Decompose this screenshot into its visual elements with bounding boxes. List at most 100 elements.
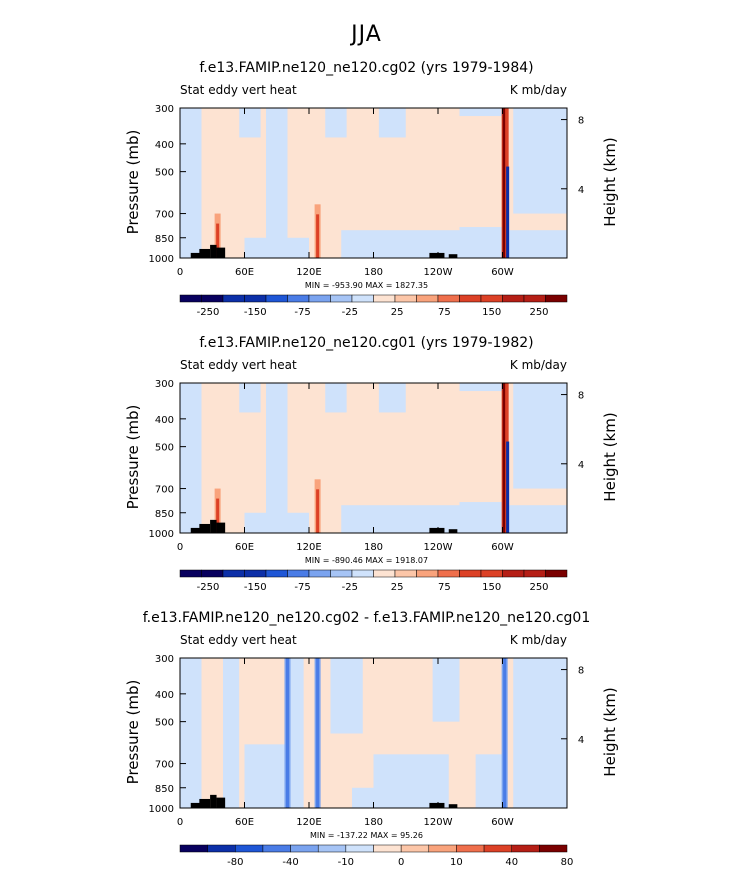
land-mask <box>210 794 217 808</box>
colorbar-swatch <box>416 294 439 303</box>
colorbar-swatch <box>308 569 331 578</box>
colorbar-swatch <box>456 844 485 853</box>
x-tick-label: 0 <box>177 267 183 278</box>
negative-region <box>244 744 288 808</box>
pressure-axis-label: Pressure (mb) <box>124 404 142 510</box>
x-tick-label: 60W <box>491 817 514 828</box>
height-axis-label: Height (km) <box>601 137 619 227</box>
land-mask <box>448 254 458 258</box>
negative-region <box>180 108 204 258</box>
y-tick-label: 700 <box>155 210 174 221</box>
colorbar-swatch <box>400 844 430 853</box>
negative-region <box>352 787 395 808</box>
dipole-positive-core <box>502 108 506 258</box>
colorbar-swatch <box>502 294 525 303</box>
land-mask <box>448 529 458 533</box>
y-tick-label: 400 <box>155 415 174 426</box>
negative-region <box>513 658 567 808</box>
variable-label: Stat eddy vert heat <box>180 633 297 647</box>
dipole-negative <box>506 166 510 258</box>
colorbar: -80 -40 -10 0 10 40 80 <box>179 844 573 868</box>
colorbar-label: -10 <box>338 857 354 868</box>
height-tick-label: 4 <box>578 735 584 746</box>
colorbar-swatch <box>459 569 482 578</box>
colorbar-label: 150 <box>482 307 501 318</box>
y-tick-label: 400 <box>155 690 174 701</box>
colorbar-swatch <box>523 294 546 303</box>
colorbar-label: 25 <box>391 582 404 593</box>
units-label: K mb/day <box>509 83 567 97</box>
field <box>180 658 567 808</box>
colorbar-swatch <box>201 569 224 578</box>
land-mask <box>429 802 445 808</box>
colorbar-label: 80 <box>561 857 574 868</box>
colorbar-swatch <box>511 844 540 853</box>
negative-region <box>239 383 261 413</box>
negative-region <box>325 383 347 413</box>
colorbar-label: -75 <box>294 582 310 593</box>
dipole-positive-core <box>502 383 506 533</box>
y-tick-label: 1000 <box>149 529 174 540</box>
y-tick-label: 1000 <box>149 804 174 815</box>
colorbar-swatch <box>480 569 503 578</box>
y-tick-label: 850 <box>155 784 174 795</box>
variable-label: Stat eddy vert heat <box>180 83 297 97</box>
field <box>180 108 567 258</box>
colorbar-swatch <box>345 844 374 853</box>
positive-feature-core <box>316 489 320 533</box>
x-tick-label: 180 <box>364 542 383 553</box>
negative-region <box>239 108 261 138</box>
x-tick-label: 0 <box>177 542 183 553</box>
height-tick-label: 4 <box>578 185 584 196</box>
x-tick-label: 60E <box>235 542 254 553</box>
land-mask <box>210 519 217 533</box>
dipole-negative <box>506 441 510 533</box>
y-tick-label: 850 <box>155 234 174 245</box>
colorbar-label: -250 <box>197 307 220 318</box>
min-max-label: MIN = -953.90 MAX = 1827.35 <box>304 281 429 290</box>
negative-region <box>475 754 503 808</box>
pressure-axis-label: Pressure (mb) <box>124 129 142 235</box>
land-mask <box>216 247 226 258</box>
negative-region <box>180 383 204 533</box>
heatmap-plot: 0 60E 120E 180 120W 60W 300 400 500 700 850 1000 4 8 <box>149 379 585 553</box>
colorbar-swatch <box>222 294 245 303</box>
colorbar: -250 -150 -75 -25 25 75 150 250 <box>179 569 568 593</box>
height-tick-label: 8 <box>578 116 584 127</box>
colorbar-swatch <box>459 294 482 303</box>
colorbar-label: -25 <box>342 582 358 593</box>
colorbar-swatch <box>394 294 417 303</box>
min-max-label: MIN = -890.46 MAX = 1918.07 <box>304 556 429 565</box>
negative-region <box>266 383 288 533</box>
negative-feature-core <box>503 658 507 808</box>
heatmap-plot: 0 60E 120E 180 120W 60W 300 400 500 700 850 1000 4 8 <box>149 654 585 828</box>
land-mask <box>190 252 204 258</box>
x-tick-label: 60E <box>235 267 254 278</box>
land-mask <box>429 527 445 533</box>
negative-region <box>502 230 567 258</box>
colorbar-swatch <box>222 569 245 578</box>
colorbar-swatch <box>373 569 396 578</box>
x-tick-label: 120E <box>296 542 321 553</box>
colorbar-swatch <box>437 569 460 578</box>
negative-feature-core <box>316 658 320 808</box>
x-tick-label: 60W <box>491 542 514 553</box>
negative-region <box>223 658 240 808</box>
negative-region <box>378 108 406 138</box>
colorbar-swatch <box>330 294 353 303</box>
negative-region <box>244 237 309 258</box>
land-mask <box>210 244 217 258</box>
colorbar-label: -250 <box>197 582 220 593</box>
colorbar-swatch <box>373 294 396 303</box>
colorbar-swatch <box>437 294 460 303</box>
land-mask <box>429 252 445 258</box>
heatmap-plot: 0 60E 120E 180 120W 60W 300 400 500 700 850 1000 4 8 <box>149 104 585 278</box>
colorbar-label: -25 <box>342 307 358 318</box>
colorbar-swatch <box>523 569 546 578</box>
panel-title: f.e13.FAMIP.ne120_ne120.cg02 (yrs 1979-1… <box>199 60 534 76</box>
colorbar-swatch <box>373 844 402 853</box>
negative-feature-core <box>286 658 289 808</box>
colorbar-swatch <box>179 844 208 853</box>
positive-feature-core <box>216 498 220 533</box>
units-label: K mb/day <box>509 358 567 372</box>
